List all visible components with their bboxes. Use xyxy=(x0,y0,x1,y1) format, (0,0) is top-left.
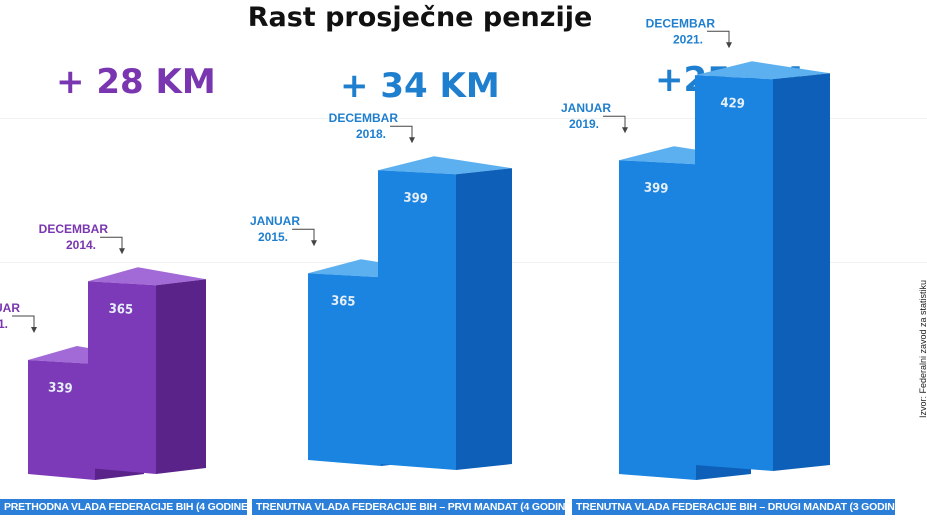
bar-value-label: 365 xyxy=(108,302,133,318)
date-annotation-year: 2011. xyxy=(0,317,8,331)
bar-top-face xyxy=(88,267,206,286)
bar-top-face xyxy=(378,156,512,175)
annotation-arrow-head xyxy=(409,137,415,144)
bar-front-face xyxy=(28,360,95,480)
increase-label-first-mandate: + 34 KM xyxy=(340,66,500,106)
chart-title: Rast prosječne penzije xyxy=(247,2,593,33)
bar-value-label: 339 xyxy=(48,380,73,396)
increase-label-previous-government: + 28 KM xyxy=(56,62,216,102)
period-label-previous-government: PRETHODNA VLADA FEDERACIJE BIH (4 GODINE… xyxy=(0,499,247,515)
date-annotation-month: JANUAR xyxy=(250,214,300,228)
annotation-arrow xyxy=(12,315,35,330)
annotation-arrow-head xyxy=(311,240,317,247)
bar-front-face xyxy=(378,170,456,470)
bar-value-label: 365 xyxy=(331,294,356,310)
annotation-arrow-head xyxy=(726,42,732,49)
bar-side-face xyxy=(156,279,206,474)
background-rule xyxy=(0,118,927,119)
annotation-arrow-head xyxy=(622,127,628,134)
date-annotation-month: JANUAR xyxy=(561,101,611,115)
date-annotation-year: 2021. xyxy=(673,32,703,46)
annotation-arrow xyxy=(390,125,413,141)
source-note: Izvor: Federalni zavod za statistiku xyxy=(918,279,927,418)
bar-front-face xyxy=(619,160,696,480)
bar-front-face xyxy=(88,281,156,474)
date-annotation-month: DECEMBAR xyxy=(39,222,109,236)
bar-value-label: 399 xyxy=(403,191,428,207)
annotation-arrow-head xyxy=(119,248,125,255)
date-annotation-month: DECEMBAR xyxy=(329,111,399,125)
bar-front-face xyxy=(695,75,773,472)
date-annotation-year: 2019. xyxy=(569,117,599,131)
period-label-first-mandate: TRENUTNA VLADA FEDERACIJE BIH – PRVI MAN… xyxy=(252,499,565,515)
bar-side-face xyxy=(773,73,830,472)
annotation-arrow-head xyxy=(31,327,37,333)
bar-top-face xyxy=(695,61,830,80)
annotation-arrow xyxy=(603,115,626,131)
date-annotation-month: DECEMBAR xyxy=(646,16,716,30)
date-annotation-year: 2018. xyxy=(356,127,386,141)
date-annotation-year: 2015. xyxy=(258,230,288,244)
annotation-arrow xyxy=(707,30,730,46)
date-annotation-month: JANUAR xyxy=(0,301,20,315)
bar-value-label: 399 xyxy=(644,181,669,197)
bar-value-label: 429 xyxy=(720,96,745,112)
bar-front-face xyxy=(308,273,381,466)
date-annotation-year: 2014. xyxy=(66,238,96,252)
bar-side-face xyxy=(456,168,512,470)
annotation-arrow xyxy=(100,236,123,252)
period-label-second-mandate: TRENUTNA VLADA FEDERACIJE BIH – DRUGI MA… xyxy=(572,499,895,515)
annotation-arrow xyxy=(292,228,315,244)
